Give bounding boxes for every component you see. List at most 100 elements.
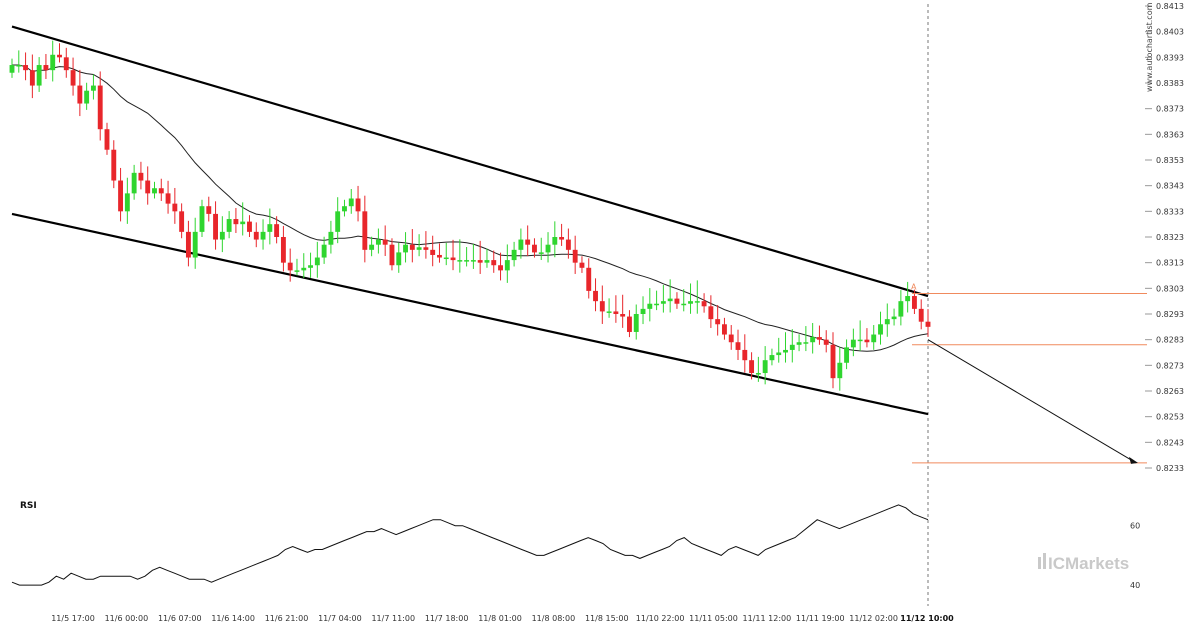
candle-down — [620, 314, 626, 317]
candle-up — [518, 239, 524, 250]
price-axis: 0.8413 0.8403 0.8393 0.8383 0.8373 0.8363 0.83… — [1145, 2, 1184, 473]
candle-down — [29, 70, 35, 86]
candle-down — [63, 57, 69, 71]
candle-down — [450, 257, 456, 261]
candle-up — [131, 172, 137, 194]
candle-up — [342, 206, 347, 212]
candle-up — [538, 252, 544, 254]
candle-up — [226, 219, 232, 232]
moving-average-line — [12, 64, 929, 352]
candle-down — [701, 301, 707, 307]
candle-down — [864, 339, 870, 343]
channel-upper-line — [11, 25, 929, 298]
time-tick-label: 11/6 07:00 — [158, 614, 202, 623]
price-tick-label: 0.8383 — [1156, 79, 1184, 88]
candle-up — [844, 347, 850, 363]
rsi-panel: RSI 60 40 — [11, 501, 1140, 590]
candle-up — [898, 301, 904, 317]
price-tick-label: 0.8353 — [1156, 156, 1184, 165]
candle-up — [464, 260, 470, 262]
candle-up — [850, 339, 856, 348]
price-tick-label: 0.8303 — [1156, 284, 1184, 293]
time-tick-label: 11/6 14:00 — [211, 614, 255, 623]
candle-down — [185, 231, 191, 258]
price-tick-label: 0.8323 — [1156, 233, 1184, 242]
candle-down — [138, 172, 144, 181]
candle-up — [606, 311, 612, 313]
candle-down — [70, 70, 76, 86]
price-tick-label: 0.8393 — [1156, 53, 1184, 62]
candle-up — [375, 239, 381, 245]
candle-up — [633, 314, 639, 332]
candle-up — [403, 244, 408, 253]
rsi-tick-label: 60 — [1130, 522, 1140, 531]
candle-down — [532, 244, 537, 253]
candle-up — [871, 334, 877, 343]
rsi-title: RSI — [20, 501, 37, 511]
price-tick-label: 0.8253 — [1156, 413, 1184, 422]
time-tick-label: 11/10 22:00 — [636, 614, 685, 623]
candle-up — [545, 244, 551, 253]
price-tick-label: 0.8413 — [1156, 2, 1184, 11]
candle-down — [565, 239, 571, 250]
candle-down — [674, 298, 680, 304]
price-tick-label: 0.8233 — [1156, 464, 1184, 473]
candle-down — [145, 180, 151, 194]
candle-down — [280, 237, 286, 263]
candle-down — [253, 231, 259, 240]
candle-up — [294, 270, 300, 272]
price-tick-label: 0.8373 — [1156, 105, 1184, 114]
time-tick-label: 11/8 08:00 — [532, 614, 576, 623]
time-tick-label: 11/8 01:00 — [478, 614, 522, 623]
brand-text: ICMarkets — [1048, 554, 1129, 573]
candle-down — [925, 321, 931, 327]
moving-average — [12, 64, 929, 352]
candle-down — [423, 247, 429, 250]
candle-up — [511, 249, 517, 261]
time-tick-label: 11/8 15:00 — [585, 614, 629, 623]
candle-up — [884, 319, 890, 325]
candle-down — [559, 237, 565, 240]
price-tick-label: 0.8333 — [1156, 207, 1184, 216]
price-tick-label: 0.8343 — [1156, 182, 1184, 191]
candle-down — [430, 249, 436, 255]
trend-channel — [11, 25, 929, 416]
price-tick-label: 0.8363 — [1156, 130, 1184, 139]
time-tick-label: 11/6 21:00 — [265, 614, 309, 623]
candle-down — [172, 203, 178, 212]
candle-down — [735, 342, 741, 350]
candle-up — [457, 260, 463, 262]
candle-down — [287, 262, 293, 271]
projection-arrowhead — [1129, 456, 1138, 464]
time-tick-label: 11/6 00:00 — [105, 614, 149, 623]
candle-up — [660, 301, 666, 304]
candle-down — [165, 193, 171, 204]
candle-down — [572, 249, 578, 263]
candle-down — [43, 65, 49, 71]
price-tick-label: 0.8313 — [1156, 259, 1184, 268]
candle-up — [308, 265, 313, 268]
price-tick-label: 0.8243 — [1156, 438, 1184, 447]
candle-down — [409, 244, 415, 250]
brand-logo-bar — [1043, 553, 1046, 569]
price-tick-label: 0.8403 — [1156, 28, 1184, 37]
candle-up — [640, 308, 646, 314]
candle-up — [267, 224, 273, 232]
time-tick-label: 11/7 18:00 — [425, 614, 469, 623]
time-tick-label: 11/12 02:00 — [849, 614, 898, 623]
candle-down — [823, 339, 829, 345]
candle-down — [586, 267, 592, 291]
candle-up — [84, 90, 90, 104]
candle-down — [389, 244, 395, 266]
candle-up — [36, 65, 42, 86]
price-tick-label: 0.8273 — [1156, 361, 1184, 370]
rsi-tick-label: 40 — [1130, 581, 1140, 590]
candle-up — [369, 244, 375, 250]
candle-down — [362, 211, 368, 250]
candle-up — [16, 65, 22, 67]
candle-up — [694, 301, 700, 303]
candle-up — [90, 85, 96, 91]
candle-down — [77, 85, 83, 104]
candle-up — [152, 188, 157, 194]
candle-up — [762, 360, 768, 374]
